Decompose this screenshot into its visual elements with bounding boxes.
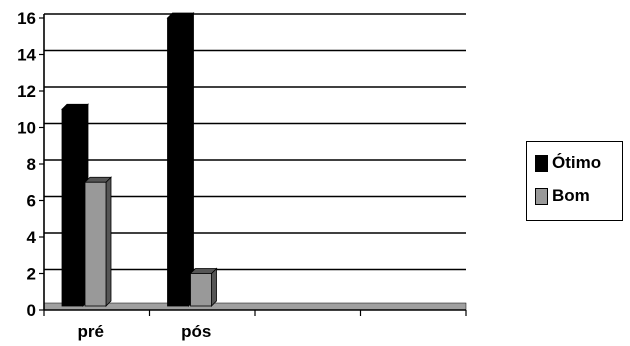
y-tick-label: 0 [27,301,36,320]
y-tick-label: 4 [27,228,37,247]
bar-top [84,176,112,183]
bars [61,12,218,307]
gridlines [44,13,466,271]
bar [84,176,112,307]
legend: Ótimo Bom [526,141,623,221]
bar-front [167,17,189,307]
y-tick-label: 14 [17,46,36,65]
y-tick-label: 6 [27,192,36,211]
y-tick-labels: 0 2 4 6 8 10 12 14 16 [17,9,36,320]
bar-side [188,12,194,307]
y-tick-label: 16 [17,9,36,28]
bar-front [61,108,84,307]
bar-side [211,267,217,307]
bar-front [84,181,107,307]
legend-label-bom: Bom [552,186,590,205]
bar-top [166,12,195,19]
y-tick-label: 10 [17,119,36,138]
x-category-labels: pré pós [78,322,212,341]
legend-item-bom: Bom [535,185,590,207]
bar [166,12,195,307]
bar [61,103,89,307]
bar [189,267,218,307]
axes [39,14,467,316]
y-tick-label: 8 [27,155,36,174]
x-category-label: pós [181,322,211,341]
legend-swatch-otimo [535,154,548,172]
legend-swatch-bom [535,187,548,205]
bar-front [190,273,212,307]
bar-top [61,103,89,110]
legend-label-otimo: Ótimo [552,153,602,172]
bar-top [189,268,218,274]
bar-side [105,176,112,307]
x-category-label: pré [78,322,104,341]
y-tick-label: 12 [17,82,36,101]
y-tick-label: 2 [27,265,36,284]
legend-item-otimo: Ótimo [535,152,601,174]
bar-chart: 0 2 4 6 8 10 12 14 16 pré pós [17,9,467,341]
